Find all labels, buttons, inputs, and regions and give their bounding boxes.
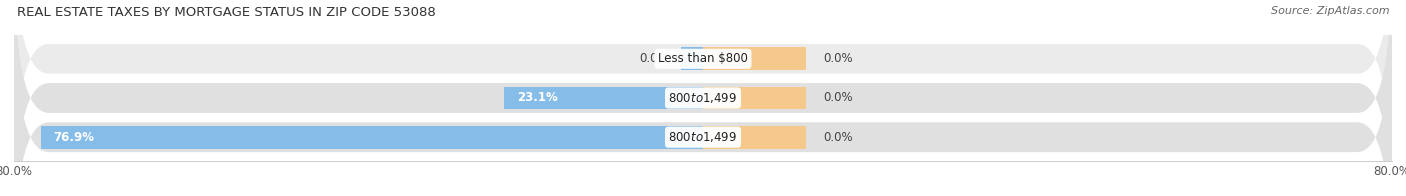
Text: 0.0%: 0.0% bbox=[824, 52, 853, 65]
Text: Less than $800: Less than $800 bbox=[658, 52, 748, 65]
Text: 0.0%: 0.0% bbox=[638, 52, 669, 65]
Text: Source: ZipAtlas.com: Source: ZipAtlas.com bbox=[1271, 6, 1389, 16]
Bar bbox=[41, 126, 703, 149]
FancyBboxPatch shape bbox=[14, 0, 1392, 196]
Text: 23.1%: 23.1% bbox=[517, 92, 558, 104]
Bar bbox=[703, 47, 807, 70]
FancyBboxPatch shape bbox=[14, 0, 1392, 196]
Text: $800 to $1,499: $800 to $1,499 bbox=[668, 91, 738, 105]
Bar bbox=[682, 47, 703, 70]
Bar bbox=[703, 87, 807, 109]
Text: 0.0%: 0.0% bbox=[824, 92, 853, 104]
Bar bbox=[505, 87, 703, 109]
Bar bbox=[703, 126, 807, 149]
Text: 0.0%: 0.0% bbox=[824, 131, 853, 144]
FancyBboxPatch shape bbox=[14, 0, 1392, 196]
Text: 76.9%: 76.9% bbox=[53, 131, 94, 144]
Text: REAL ESTATE TAXES BY MORTGAGE STATUS IN ZIP CODE 53088: REAL ESTATE TAXES BY MORTGAGE STATUS IN … bbox=[17, 6, 436, 19]
Text: $800 to $1,499: $800 to $1,499 bbox=[668, 130, 738, 144]
